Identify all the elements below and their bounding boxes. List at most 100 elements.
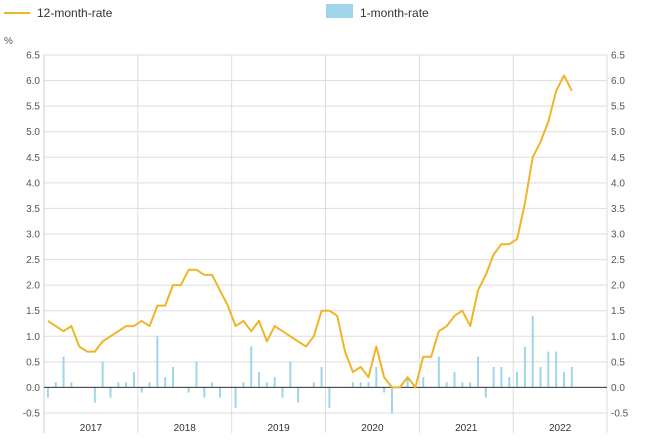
bar-1-month-rate xyxy=(148,382,151,388)
y-tick-label-right: 1.5 xyxy=(611,306,625,317)
bar-1-month-rate xyxy=(265,382,268,388)
bar-1-month-rate xyxy=(164,377,167,388)
y-tick-label-right: 0.5 xyxy=(611,357,625,368)
y-tick-label-right: 3.5 xyxy=(611,204,625,215)
bar-1-month-rate xyxy=(312,382,315,388)
bar-1-month-rate xyxy=(320,366,323,388)
y-tick-label-right: 6.0 xyxy=(611,76,625,87)
y-tick-label-left: 1.5 xyxy=(26,306,40,317)
y-tick-label-left: 5.0 xyxy=(26,127,40,138)
y-tick-label-right: 5.5 xyxy=(611,102,625,113)
bar-1-month-rate xyxy=(351,382,354,388)
gridlines xyxy=(43,54,608,433)
bar-1-month-rate xyxy=(359,382,362,388)
bar-1-month-rate xyxy=(258,372,261,388)
bar-1-month-rate xyxy=(562,372,565,388)
y-tick-label-left: 0.5 xyxy=(26,357,40,368)
bar-1-month-rate xyxy=(547,351,550,388)
y-tick-label-left: 4.5 xyxy=(26,153,40,164)
bar-1-month-rate xyxy=(453,372,456,388)
legend: 12-month-rate 1-month-rate xyxy=(4,4,429,20)
bar-1-month-rate xyxy=(445,382,448,388)
y-tick-label-right: 4.0 xyxy=(611,178,625,189)
bar-1-month-rate xyxy=(328,387,331,408)
bar-1-month-rate xyxy=(461,382,464,388)
bar-1-month-rate xyxy=(234,387,237,408)
bar-1-month-rate xyxy=(250,346,253,388)
bar-1-month-rate xyxy=(70,382,73,388)
y-tick-label-left: 6.5 xyxy=(26,51,40,62)
y-tick-label-left: 6.0 xyxy=(26,76,40,87)
y-tick-label-right: 0.0 xyxy=(611,383,625,394)
y-tick-label-left: -0.5 xyxy=(23,409,41,420)
bar-1-month-rate xyxy=(132,372,135,388)
legend-bar-swatch xyxy=(326,4,353,18)
bar-1-month-rate xyxy=(406,377,409,388)
x-axis-years: 2017 2018 2019 2020 2021 2022 xyxy=(80,423,572,434)
year-label: 2017 xyxy=(80,423,103,434)
bar-1-month-rate xyxy=(570,366,573,388)
y-tick-label-left: 2.0 xyxy=(26,281,40,292)
bar-1-month-rate xyxy=(242,382,245,388)
bar-1-month-rate xyxy=(281,387,284,398)
y-tick-label-left: 0.0 xyxy=(26,383,40,394)
bar-1-month-rate xyxy=(297,387,300,403)
bar-1-month-rate xyxy=(476,356,479,388)
bar-1-month-rate xyxy=(508,377,511,388)
line-series-12-month-rate xyxy=(47,74,573,389)
y-tick-label-left: 5.5 xyxy=(26,102,40,113)
y-tick-label-left: 3.0 xyxy=(26,230,40,241)
bar-1-month-rate xyxy=(383,387,386,393)
bar-1-month-rate xyxy=(367,382,370,388)
bar-1-month-rate xyxy=(539,366,542,388)
year-label: 2020 xyxy=(361,423,384,434)
y-tick-label-right: 2.0 xyxy=(611,281,625,292)
bar-1-month-rate xyxy=(109,387,112,398)
bar-1-month-rate xyxy=(101,361,104,388)
bar-1-month-rate xyxy=(484,387,487,398)
bar-series-1-month-rate xyxy=(46,315,573,413)
bar-1-month-rate xyxy=(437,356,440,388)
year-label: 2022 xyxy=(549,423,572,434)
y-axis-right: -0.5 0.0 0.5 1.0 1.5 2.0 2.5 3.0 3.5 4.0 4.5 5.0 5.5… xyxy=(611,51,629,420)
bar-1-month-rate xyxy=(62,356,65,388)
bar-1-month-rate xyxy=(93,387,96,403)
y-tick-label-left: 2.5 xyxy=(26,255,40,266)
y-tick-label-right: 3.0 xyxy=(611,230,625,241)
bar-1-month-rate xyxy=(492,366,495,388)
year-label: 2021 xyxy=(455,423,478,434)
bar-1-month-rate xyxy=(375,366,378,388)
bar-1-month-rate xyxy=(289,361,292,388)
bar-1-month-rate xyxy=(140,387,143,393)
y-tick-label-right: 1.0 xyxy=(611,332,625,343)
line-12-month-rate xyxy=(47,74,573,389)
y-tick-label-right: 2.5 xyxy=(611,255,625,266)
legend-label-bar: 1-month-rate xyxy=(360,6,429,20)
bar-1-month-rate xyxy=(390,387,393,413)
bar-1-month-rate xyxy=(117,382,120,388)
bar-1-month-rate xyxy=(172,366,175,388)
bar-1-month-rate xyxy=(125,382,128,388)
bar-1-month-rate xyxy=(555,351,558,388)
y-tick-label-right: 5.0 xyxy=(611,127,625,138)
bar-1-month-rate xyxy=(218,387,221,398)
y-tick-label-left: 4.0 xyxy=(26,178,40,189)
bar-1-month-rate xyxy=(500,366,503,388)
y-tick-label-left: 3.5 xyxy=(26,204,40,215)
y-tick-label-right: -0.5 xyxy=(611,409,629,420)
bar-1-month-rate xyxy=(422,377,425,388)
y-tick-label-right: 6.5 xyxy=(611,51,625,62)
bar-1-month-rate xyxy=(211,382,214,388)
bar-1-month-rate xyxy=(203,387,206,398)
year-label: 2018 xyxy=(174,423,197,434)
bar-1-month-rate xyxy=(195,361,198,388)
bar-1-month-rate xyxy=(469,382,472,388)
bar-1-month-rate xyxy=(46,387,49,398)
y-unit-label: % xyxy=(4,36,13,47)
y-axis-left: -0.5 0.0 0.5 1.0 1.5 2.0 2.5 3.0 3.5 4.0 4.5 5.0 5.5… xyxy=(23,51,41,420)
bar-1-month-rate xyxy=(187,387,190,393)
y-tick-label-right: 4.5 xyxy=(611,153,625,164)
y-tick-label-left: 1.0 xyxy=(26,332,40,343)
bar-1-month-rate xyxy=(516,372,519,388)
bar-1-month-rate xyxy=(273,377,276,388)
